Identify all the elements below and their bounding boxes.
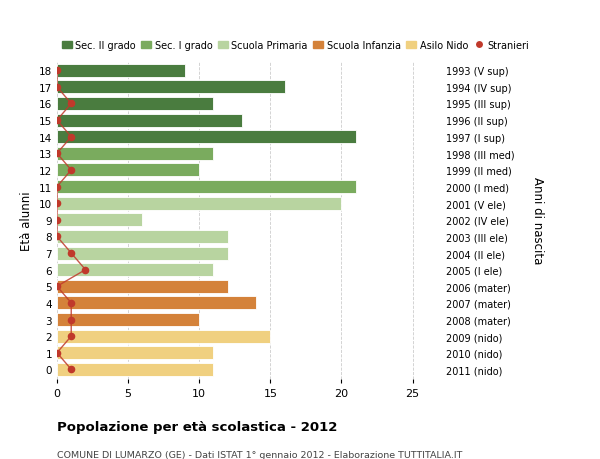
Point	[67, 333, 76, 340]
Bar	[57, 230, 227, 243]
Point	[67, 366, 76, 373]
Point	[52, 117, 62, 124]
Bar	[57, 297, 256, 310]
Bar	[57, 247, 227, 260]
Y-axis label: Età alunni: Età alunni	[20, 190, 34, 250]
Bar	[57, 98, 214, 111]
Bar	[57, 164, 199, 177]
Point	[67, 167, 76, 174]
Legend: Sec. II grado, Sec. I grado, Scuola Primaria, Scuola Infanzia, Asilo Nido, Stran: Sec. II grado, Sec. I grado, Scuola Prim…	[62, 41, 529, 51]
Y-axis label: Anni di nascita: Anni di nascita	[531, 177, 544, 264]
Bar	[57, 131, 356, 144]
Point	[52, 67, 62, 75]
Point	[52, 150, 62, 157]
Point	[67, 250, 76, 257]
Text: Popolazione per età scolastica - 2012: Popolazione per età scolastica - 2012	[57, 420, 337, 433]
Text: COMUNE DI LUMARZO (GE) - Dati ISTAT 1° gennaio 2012 - Elaborazione TUTTITALIA.IT: COMUNE DI LUMARZO (GE) - Dati ISTAT 1° g…	[57, 450, 463, 459]
Point	[52, 200, 62, 207]
Bar	[57, 330, 271, 343]
Point	[52, 283, 62, 291]
Point	[67, 134, 76, 141]
Point	[67, 101, 76, 108]
Point	[52, 233, 62, 241]
Point	[52, 349, 62, 357]
Point	[52, 184, 62, 191]
Bar	[57, 81, 284, 94]
Bar	[57, 280, 227, 293]
Point	[80, 266, 90, 274]
Point	[67, 300, 76, 307]
Bar	[57, 197, 341, 210]
Bar	[57, 147, 214, 161]
Point	[52, 217, 62, 224]
Bar	[57, 363, 214, 376]
Point	[67, 316, 76, 324]
Bar	[57, 347, 214, 359]
Bar	[57, 181, 356, 194]
Bar	[57, 263, 214, 276]
Bar	[57, 313, 199, 326]
Bar	[57, 65, 185, 78]
Bar	[57, 214, 142, 227]
Bar	[57, 114, 242, 127]
Point	[52, 84, 62, 91]
